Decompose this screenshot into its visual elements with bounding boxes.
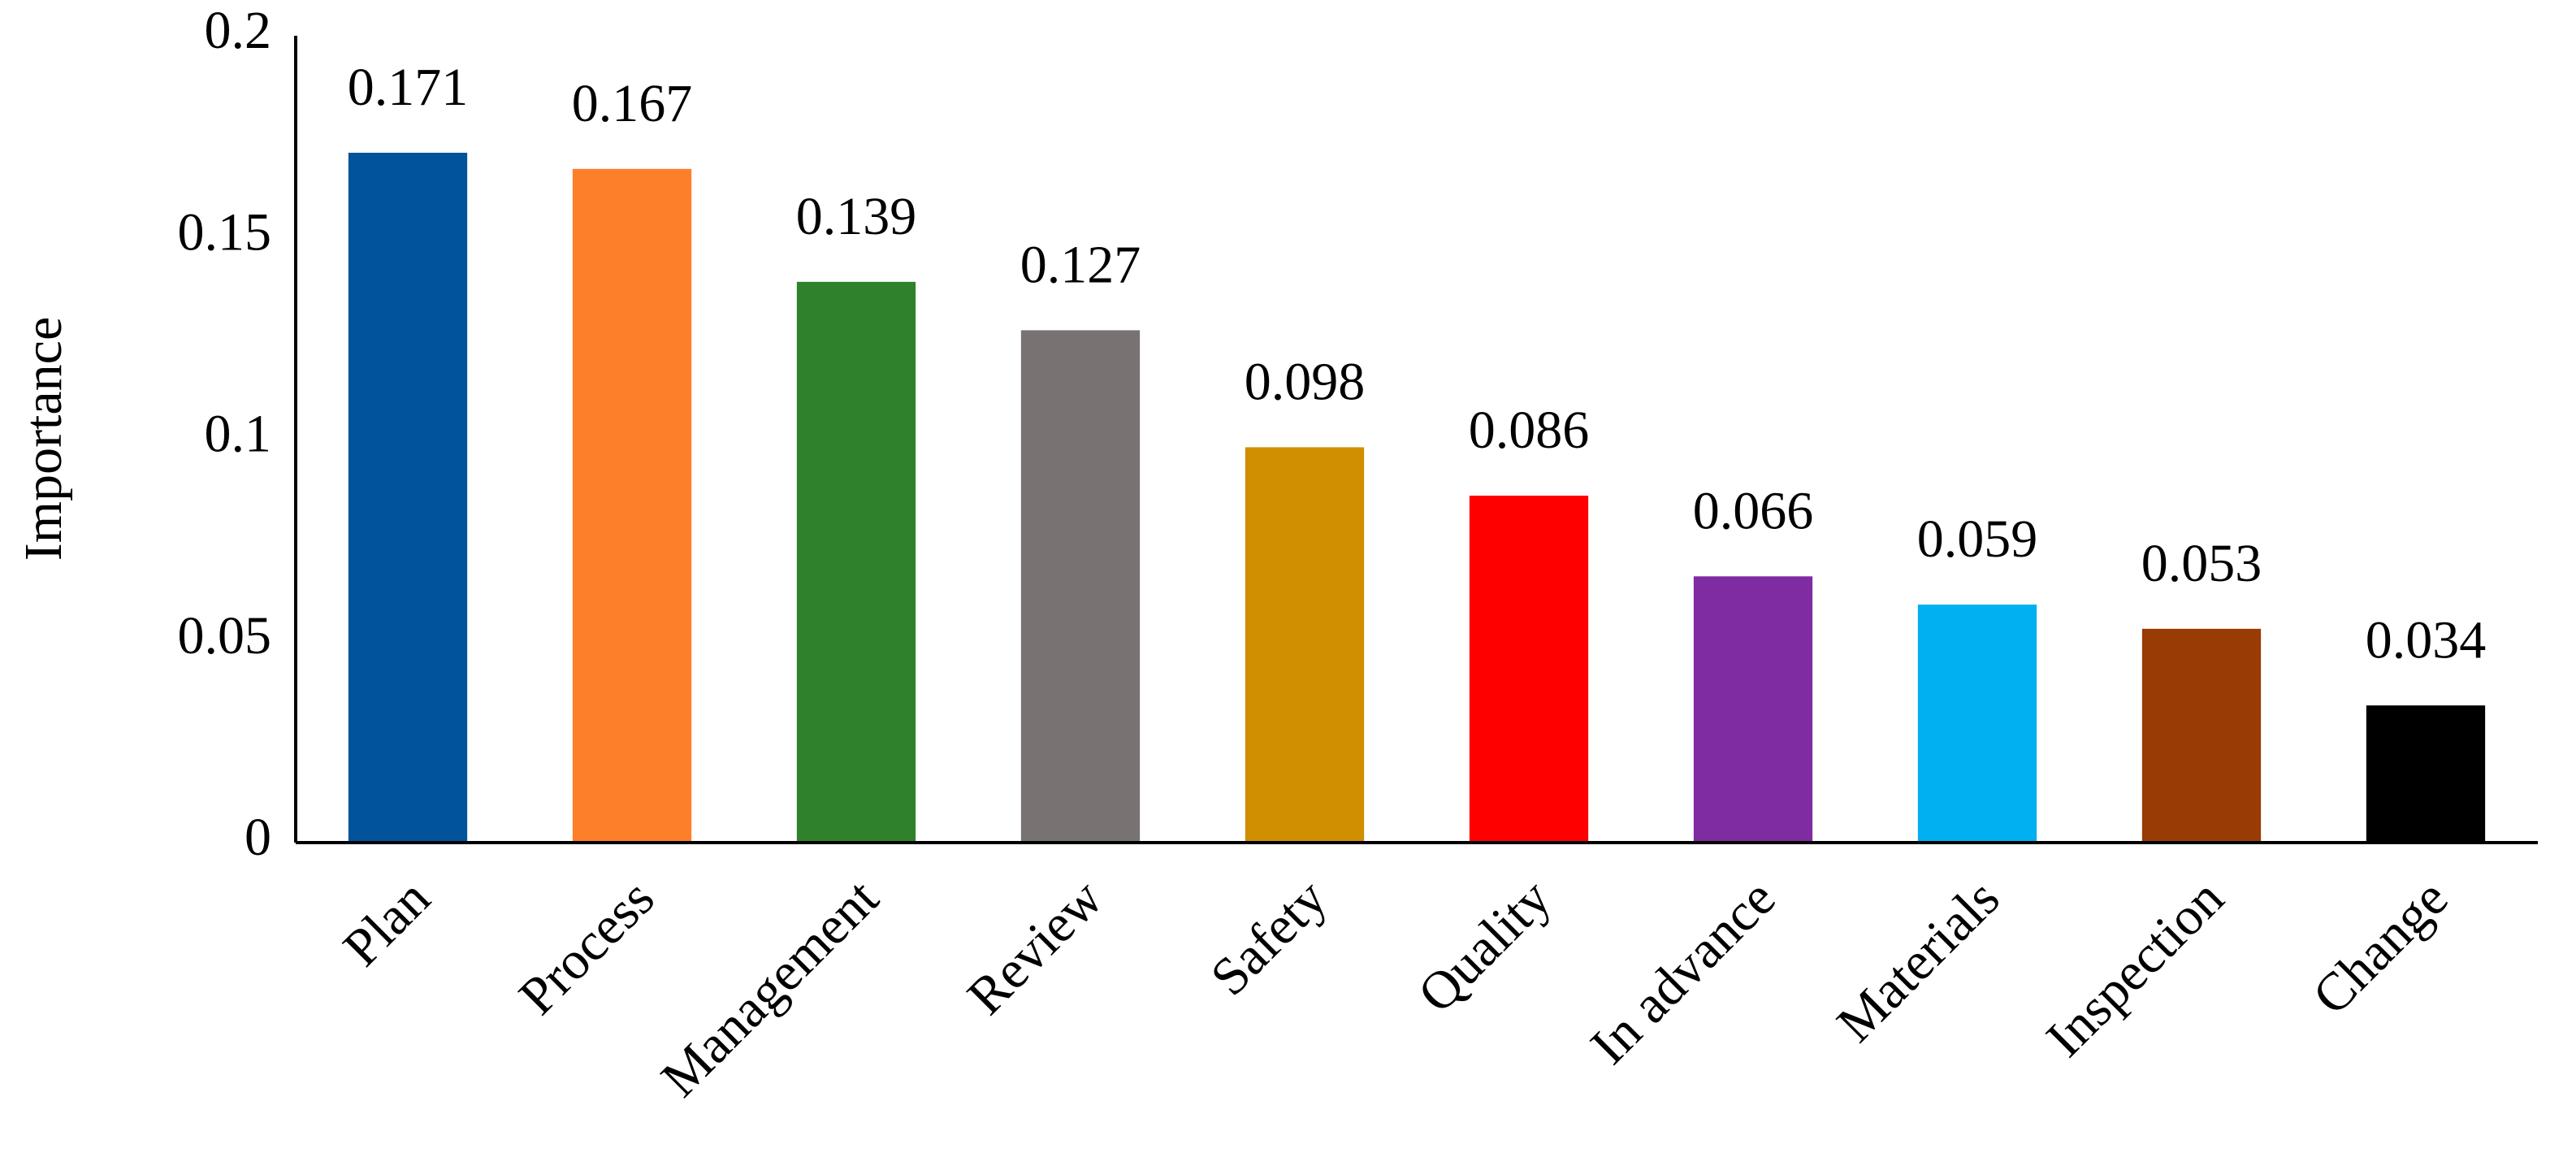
data-label: 0.066 xyxy=(1693,481,1814,540)
data-label: 0.098 xyxy=(1245,353,1366,412)
data-label: 0.139 xyxy=(796,187,917,246)
bar xyxy=(796,281,916,843)
y-tick-label: 0.2 xyxy=(205,1,272,60)
y-tick-label: 0.15 xyxy=(178,202,272,262)
y-tick-label: 0 xyxy=(245,808,271,867)
bar xyxy=(1693,576,1813,843)
y-tick-label: 0.1 xyxy=(205,405,272,464)
bar xyxy=(348,152,468,843)
bar xyxy=(1469,496,1589,843)
data-label: 0.059 xyxy=(1917,509,2038,569)
bar xyxy=(2366,705,2486,843)
data-label: 0.086 xyxy=(1469,401,1590,460)
data-label: 0.053 xyxy=(2141,534,2262,593)
bar xyxy=(1020,330,1141,843)
data-label: 0.171 xyxy=(348,58,469,117)
bar xyxy=(1245,447,1365,843)
bar xyxy=(572,168,692,843)
data-label: 0.127 xyxy=(1020,236,1141,295)
bar xyxy=(1917,605,2037,843)
bar xyxy=(2141,628,2262,843)
y-axis-label: Importance xyxy=(14,317,73,561)
data-label: 0.167 xyxy=(572,74,693,133)
y-tick-label: 0.05 xyxy=(178,606,272,665)
data-label: 0.034 xyxy=(2366,610,2487,670)
